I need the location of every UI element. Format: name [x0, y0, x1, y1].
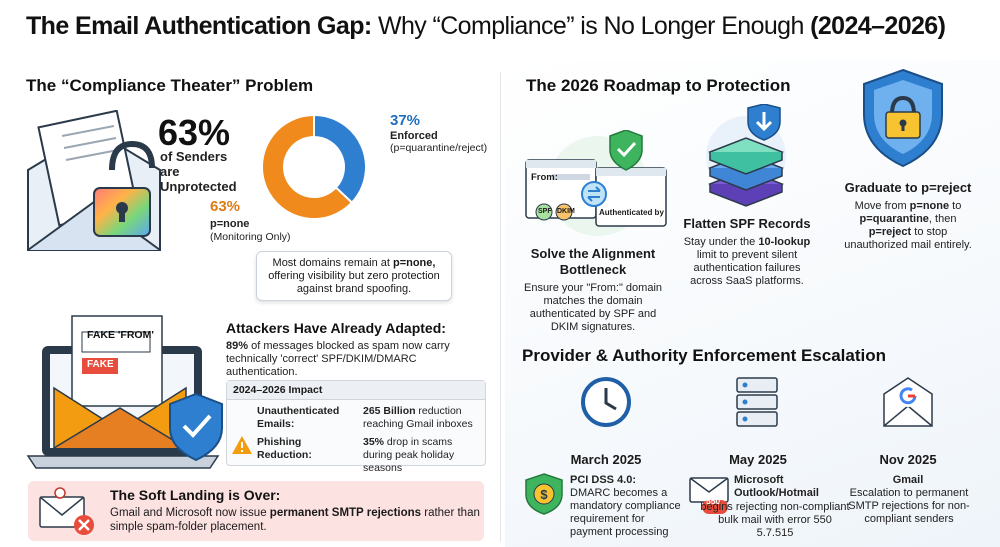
- svg-text:$: $: [540, 487, 548, 502]
- timeline-1-title: PCI DSS 4.0:: [570, 474, 637, 486]
- column-divider: [500, 72, 501, 542]
- server-icon: [736, 377, 778, 427]
- banner-text-strong: permanent SMTP rejections: [269, 507, 422, 519]
- title-part-2: Why “Compliance” is No Longer Enough: [377, 12, 804, 40]
- timeline-2-title: Microsoft Outlook/Hotmail: [734, 474, 819, 499]
- timeline-3-date: Nov 2025: [879, 452, 937, 467]
- step3-mid2: , then: [928, 213, 957, 225]
- callout-text-pre: Most domains remain at: [272, 257, 393, 269]
- step3-s2: p=quarantine: [859, 213, 929, 225]
- gmail-envelope-icon: [883, 377, 933, 427]
- unprotected-caption: of Senders are Unprotected: [160, 149, 237, 194]
- step3-mid: to: [949, 200, 962, 212]
- enforced-sublabel: (p=quarantine/reject): [390, 142, 488, 154]
- unprotected-stat: 63%: [158, 112, 231, 153]
- impact-row1-strong: 265 Billion: [363, 405, 416, 417]
- rejected-envelope-icon: [39, 487, 94, 535]
- left-section-header: The “Compliance Theater” Problem: [26, 76, 314, 95]
- banner-text: Gmail and Microsoft now issue permanent …: [110, 506, 480, 534]
- impact-row2-strong: 35%: [363, 436, 385, 448]
- timeline-3-text: Escalation to permanent SMTP rejections …: [848, 487, 970, 525]
- timeline-1-date: March 2025: [570, 452, 642, 467]
- impact-row2-text: drop in scams during peak holiday season…: [363, 436, 455, 474]
- step3-s3: p=reject: [868, 226, 912, 238]
- banner-text-pre: Gmail and Microsoft now issue: [110, 507, 270, 519]
- attack-header: Attackers Have Already Adapted:: [226, 320, 446, 336]
- step2-text: Stay under the 10-lookup limit to preven…: [682, 236, 812, 288]
- enforcement-header: Provider & Authority Enforcement Escalat…: [522, 346, 886, 365]
- step3-s1: p=none: [909, 200, 950, 212]
- step1-text: Ensure your "From:" domain matches the d…: [523, 282, 663, 333]
- impact-row2-value: 35% drop in scams during peak holiday se…: [363, 436, 481, 475]
- policy-donut-chart: [262, 113, 367, 220]
- title-part-1: The Email Authentication Gap:: [26, 12, 372, 40]
- attack-pct: 89%: [226, 340, 249, 352]
- impact-header: 2024–2026 Impact: [227, 381, 485, 400]
- attack-body: of messages blocked as spam now carry te…: [226, 340, 450, 378]
- authenticated-by-label: Authenticated by: [599, 208, 664, 217]
- impact-row2-label: Phishing Reduction:: [257, 436, 312, 461]
- step2-pre: Stay under the: [683, 236, 759, 248]
- step1-title: Solve the Alignment Bottleneck: [530, 246, 656, 277]
- timeline-2-text: begins rejecting non-compliant bulk mail…: [700, 501, 850, 539]
- clock-icon: [581, 377, 631, 427]
- callout-text-post: offering visibility but zero protection …: [268, 270, 440, 295]
- step2-title: Flatten SPF Records: [683, 216, 811, 231]
- donut-enforced-slice: [313, 113, 367, 205]
- impact-row1-value: 265 Billion reduction reaching Gmail inb…: [363, 405, 481, 431]
- step2-post: limit to prevent silent authentication f…: [690, 249, 804, 287]
- banner-text-post: rather than simple spam-folder placement…: [110, 507, 480, 533]
- shield-padlock-icon: [863, 68, 943, 168]
- dkim-badge: DKIM: [557, 208, 575, 215]
- impact-table: 2024–2026 Impact Unauthenticated Emails:…: [226, 380, 486, 474]
- banner-header: The Soft Landing is Over:: [110, 487, 281, 503]
- stacked-spf-layers-icon: [706, 104, 786, 207]
- from-label: From:: [531, 172, 558, 183]
- callout-text-strong: p=none,: [392, 257, 436, 269]
- step3-title: Graduate to p=reject: [844, 180, 972, 195]
- soft-landing-banner: The Soft Landing is Over: Gmail and Micr…: [28, 481, 484, 541]
- none-callout: Most domains remain at p=none, offering …: [256, 251, 452, 301]
- warning-icon: [232, 436, 252, 454]
- alignment-illustration-icon: [525, 130, 667, 236]
- roadmap-header: The 2026 Roadmap to Protection: [526, 76, 791, 95]
- step2-strong: 10-lookup: [758, 236, 811, 248]
- title-part-3: (2024–2026): [810, 12, 946, 40]
- timeline-3-title: Gmail: [892, 474, 924, 486]
- error-550-badge: 550: [706, 496, 721, 506]
- dollar-shield-icon: $: [525, 473, 563, 515]
- impact-row1-label: Unauthenticated Emails:: [257, 405, 340, 430]
- none-sublabel: (Monitoring Only): [210, 231, 291, 243]
- page-title: The Email Authentication Gap: Why “Compl…: [26, 12, 946, 41]
- enforced-percentage: 37%: [390, 112, 421, 129]
- step3-post: to stop unauthorized mail entirely.: [844, 226, 972, 251]
- none-label: p=none: [210, 218, 250, 230]
- timeline-2-date: May 2025: [729, 452, 787, 467]
- attack-text: 89% of messages blocked as spam now carr…: [226, 340, 488, 379]
- spf-badge: SPF: [538, 208, 552, 215]
- broken-envelope-padlock-icon: [27, 110, 161, 251]
- fake-tag: FAKE: [87, 359, 114, 370]
- enforced-label: Enforced: [390, 130, 438, 142]
- rejected-mail-icon: [689, 477, 729, 514]
- laptop-phishing-envelope-icon: [26, 315, 223, 469]
- timeline-1-text: DMARC becomes a mandatory compliance req…: [570, 487, 681, 538]
- none-percentage: 63%: [210, 198, 241, 215]
- impact-row1-text: reduction reaching Gmail inboxes: [363, 405, 473, 430]
- fake-from-label: FAKE 'FROM': [87, 329, 154, 341]
- step3-pre: Move from: [854, 200, 910, 212]
- donut-none-slice: [262, 113, 354, 220]
- step3-text: Move from p=none to p=quarantine, then p…: [838, 200, 978, 252]
